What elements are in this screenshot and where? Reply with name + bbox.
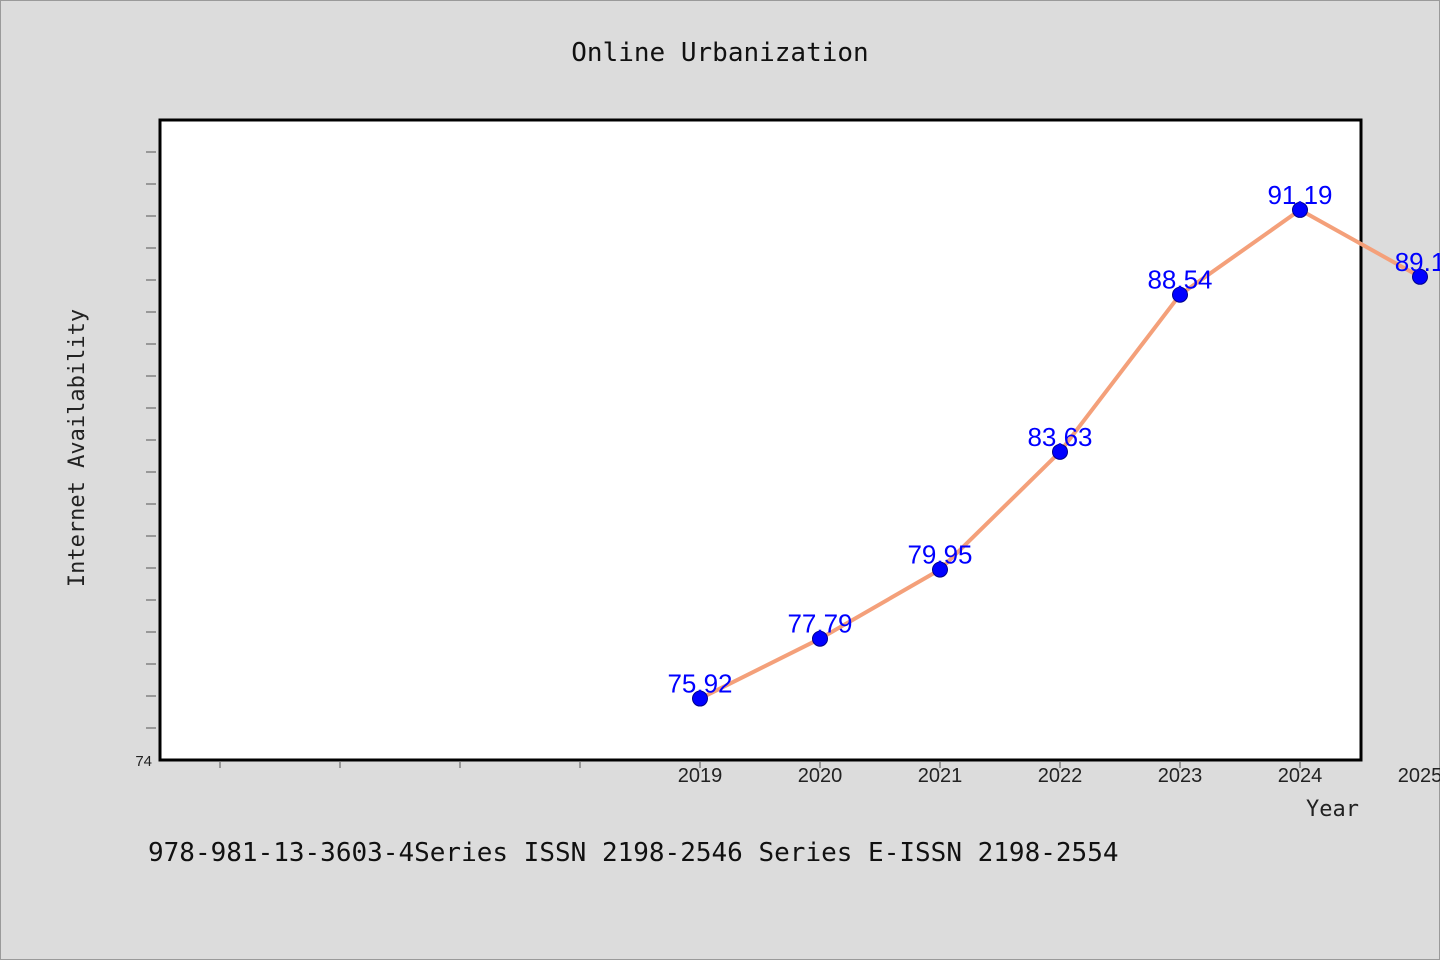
x-tick-label: 2024 — [1278, 765, 1323, 787]
x-tick-label: 2023 — [1158, 765, 1203, 787]
data-point — [1292, 201, 1308, 218]
x-tick-label: 2022 — [1038, 765, 1083, 787]
chart-title: Online Urbanization — [571, 38, 868, 68]
x-axis-label: Year — [1306, 797, 1359, 822]
data-point — [812, 630, 828, 647]
data-label: 89.1 — [1395, 247, 1440, 277]
x-tick-label: 2019 — [678, 765, 723, 787]
data-label: 83.63 — [1027, 422, 1092, 452]
data-label: 88.54 — [1147, 265, 1212, 295]
data-label: 79.95 — [907, 540, 972, 570]
data-point — [1412, 268, 1428, 285]
x-axis-ticks: 2019 2020 2021 2022 2023 2024 2025 — [219, 762, 1440, 787]
data-label: 75.92 — [667, 669, 732, 699]
x-tick-label: 2021 — [918, 765, 963, 787]
y-axis-ticks: 74 — [135, 151, 156, 770]
data-label: 91.19 — [1267, 180, 1332, 210]
plot-area — [158, 118, 1363, 762]
data-point — [932, 561, 948, 578]
data-point — [1172, 286, 1188, 303]
data-point — [1052, 443, 1068, 460]
data-labels: 75.92 77.79 79.95 83.63 88.54 91.19 89.1 — [667, 180, 1440, 699]
y-axis-label: Internet Availability — [65, 309, 90, 587]
data-label: 77.79 — [787, 609, 852, 639]
data-markers — [692, 201, 1428, 707]
data-point — [692, 690, 708, 707]
x-tick-label: 2020 — [798, 765, 843, 787]
footer-text: 978-981-13-3603-4Series ISSN 2198-2546 S… — [148, 838, 1119, 868]
y-tick-label: 74 — [135, 753, 152, 770]
x-tick-label: 2025 — [1398, 765, 1440, 787]
